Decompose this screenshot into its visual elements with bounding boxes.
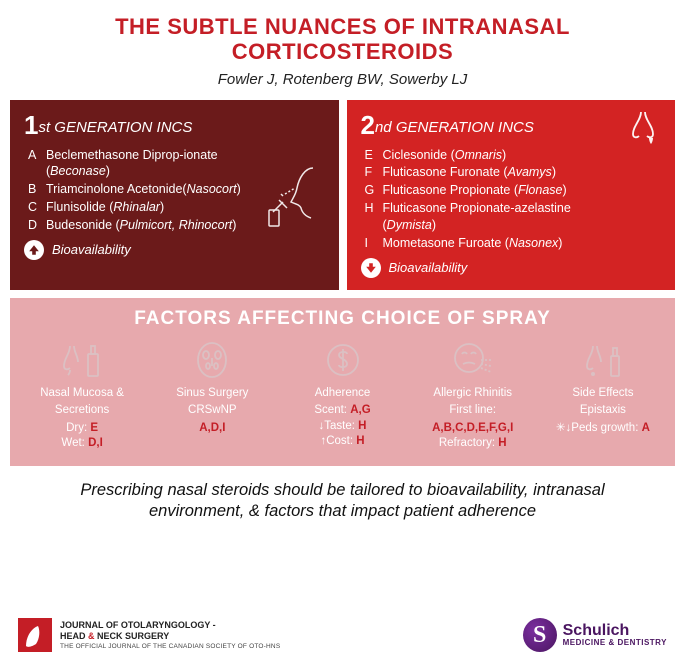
factor-sinus-surgery: Sinus Surgery CRSwNP A,D,I (150, 338, 274, 452)
gen1-rest: st GENERATION INCS (38, 119, 192, 136)
list-item: GFluticasone Propionate (Flonase) (365, 182, 662, 199)
list-item: IMometasone Furoate (Nasonex) (365, 235, 662, 252)
list-item: HFluticasone Propionate-azelastine (Dymi… (365, 200, 662, 234)
factor-nasal-mucosa: Nasal Mucosa & Secretions Dry: E Wet: D,… (20, 338, 144, 452)
nasal-spray-face-icon (265, 160, 325, 230)
footer: JOURNAL OF OTOLARYNGOLOGY - HEAD & NECK … (0, 618, 685, 652)
main-title: THE SUBTLE NUANCES OF INTRANASAL CORTICO… (0, 0, 685, 67)
arrow-down-icon (361, 258, 381, 278)
factor-allergic-rhinitis: Allergic Rhinitis First line: A,B,C,D,E,… (411, 338, 535, 452)
gen2-drug-list: ECiclesonide (Omnaris) FFluticasone Furo… (361, 147, 662, 252)
factors-title: FACTORS AFFECTING CHOICE OF SPRAY (20, 308, 665, 330)
journal-logo-text: JOURNAL OF OTOLARYNGOLOGY - HEAD & NECK … (60, 620, 280, 650)
journal-logo-icon (18, 618, 52, 652)
gen1-num: 1 (24, 110, 38, 140)
gen2-panel: 2nd GENERATION INCS ECiclesonide (Omnari… (347, 100, 676, 290)
list-item: ECiclesonide (Omnaris) (365, 147, 662, 164)
journal-logo: JOURNAL OF OTOLARYNGOLOGY - HEAD & NECK … (18, 618, 280, 652)
gen1-heading: 1st GENERATION INCS (24, 110, 325, 141)
nose-bottle-icon (20, 338, 144, 382)
gen1-panel: 1st GENERATION INCS ABeclemethasone Dipr… (10, 100, 339, 290)
gen2-bioavailability: Bioavailability (361, 258, 662, 278)
factors-columns: Nasal Mucosa & Secretions Dry: E Wet: D,… (20, 338, 665, 452)
factor-adherence: Adherence Scent: A,G ↓Taste: H ↑Cost: H (280, 338, 404, 452)
factor-side-effects: Side Effects Epistaxis ✳↓Peds growth: A (541, 338, 665, 452)
gen2-rest: nd GENERATION INCS (375, 119, 534, 136)
gen2-num: 2 (361, 110, 375, 140)
authors: Fowler J, Rotenberg BW, Sowerby LJ (0, 71, 685, 88)
nose-drop-icon (541, 338, 665, 382)
generations-row: 1st GENERATION INCS ABeclemethasone Dipr… (0, 100, 685, 290)
sinus-face-icon (150, 338, 274, 382)
list-item: FFluticasone Furonate (Avamys) (365, 164, 662, 181)
dollar-icon (280, 338, 404, 382)
sneeze-icon (411, 338, 535, 382)
schulich-logo: S Schulich MEDICINE & DENTISTRY (523, 618, 667, 652)
schulich-s-icon: S (523, 618, 557, 652)
arrow-up-icon (24, 240, 44, 260)
factors-panel: FACTORS AFFECTING CHOICE OF SPRAY Nasal … (10, 298, 675, 466)
gen1-bioavailability: Bioavailability (24, 240, 325, 260)
nose-drip-icon (623, 108, 663, 148)
gen2-heading: 2nd GENERATION INCS (361, 110, 662, 141)
conclusion-text: Prescribing nasal steroids should be tai… (0, 466, 685, 533)
